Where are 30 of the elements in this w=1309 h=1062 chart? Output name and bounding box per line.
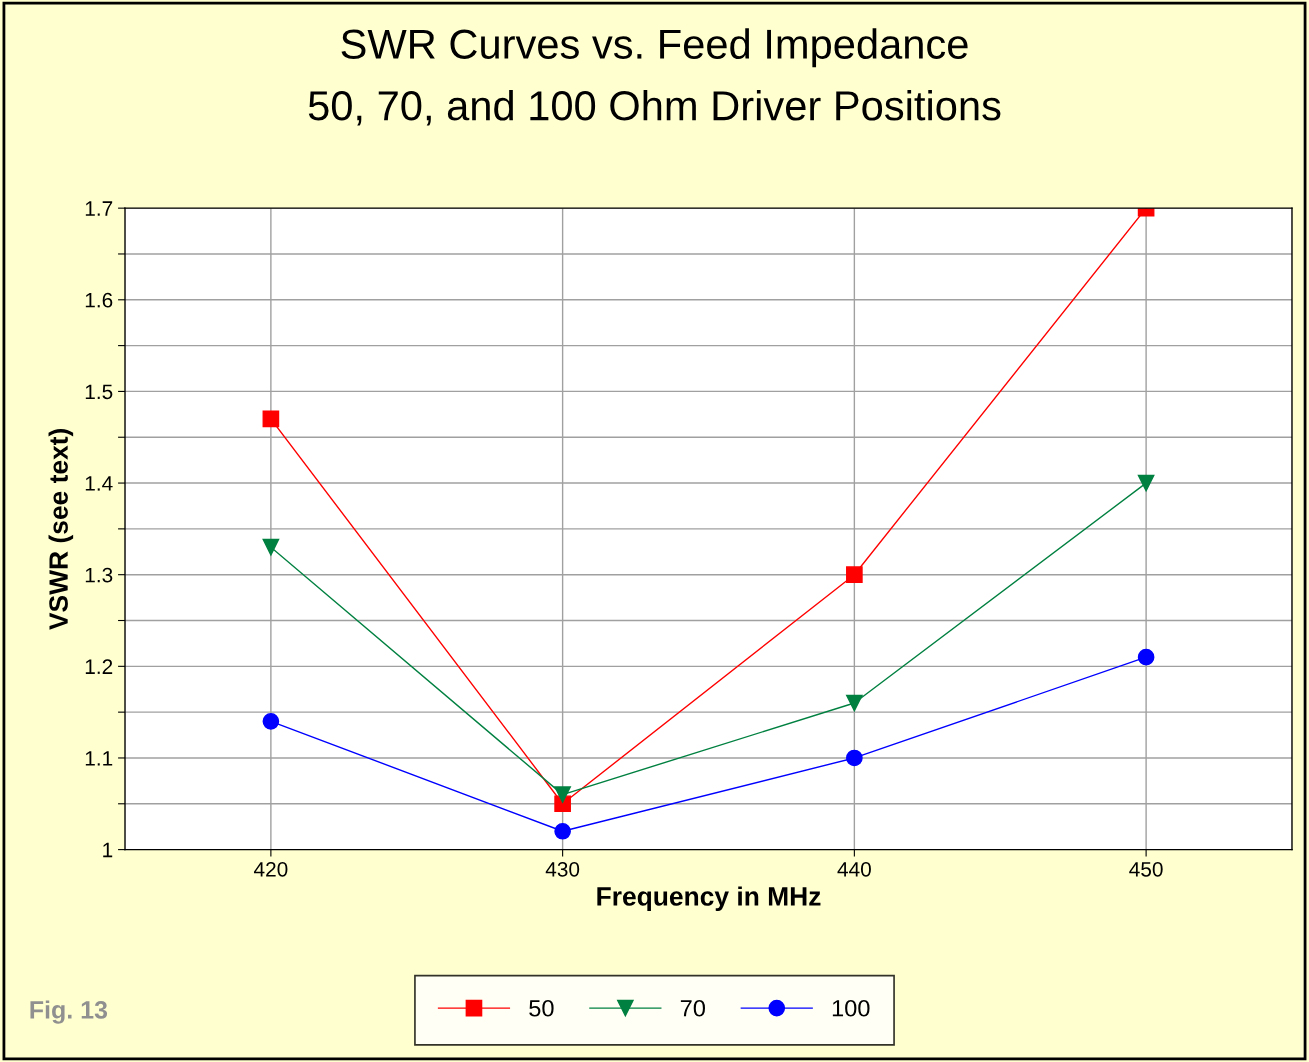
legend-label: 70 bbox=[680, 999, 706, 1017]
y-tick-label: 1.4 bbox=[85, 476, 113, 491]
point bbox=[554, 786, 571, 803]
y-axis-title: VSWR (see text) bbox=[48, 429, 74, 630]
x-tick-label: 420 bbox=[253, 861, 288, 877]
x-tick-label: 430 bbox=[545, 861, 580, 877]
chart-subtitle: 50, 70, and 100 Ohm Driver Positions bbox=[308, 89, 1001, 126]
x-tick-label: 450 bbox=[1129, 861, 1163, 877]
point bbox=[262, 712, 280, 730]
point bbox=[1137, 648, 1155, 666]
y-tick-label: 1.6 bbox=[85, 292, 113, 308]
point bbox=[262, 538, 280, 556]
point bbox=[846, 749, 863, 767]
point bbox=[554, 822, 571, 840]
x-tick-label: 440 bbox=[837, 861, 871, 877]
y-tick-label: 1.1 bbox=[85, 751, 113, 766]
y-tick-label: 1 bbox=[103, 842, 113, 858]
point bbox=[1137, 474, 1155, 492]
chart-title: SWR Curves vs. Feed Impedance bbox=[341, 28, 968, 68]
legend-label: 100 bbox=[832, 999, 870, 1017]
point bbox=[846, 694, 863, 712]
y-tick-label: 1.5 bbox=[85, 384, 113, 400]
point bbox=[262, 410, 280, 428]
caption: Fig. 13 bbox=[30, 1000, 108, 1024]
y-tick-label: 1.7 bbox=[85, 201, 113, 216]
x-axis-title: Frequency in MHz bbox=[597, 886, 821, 911]
y-tick-label: 1.2 bbox=[85, 659, 113, 674]
point bbox=[846, 566, 863, 584]
y-tick-label: 1.3 bbox=[85, 567, 113, 583]
legend-label: 50 bbox=[529, 999, 554, 1017]
